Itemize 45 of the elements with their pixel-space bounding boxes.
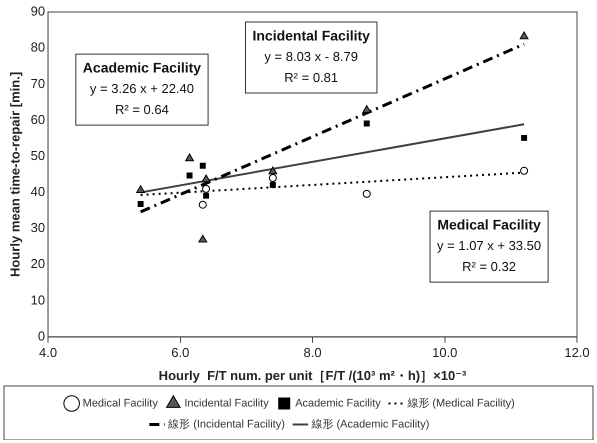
point [202,174,210,182]
y-tick-label: 60 [30,112,46,127]
y-axis-title: Hourly mean time-to-repair [min.] [7,72,22,277]
point [521,134,528,141]
x-tick-label: 10.0 [432,345,458,360]
point [270,182,276,188]
legend-label: Medical Facility [82,398,158,410]
legend-label: 線形 (Incidental Facility) [167,418,285,431]
point [186,172,193,178]
point [362,190,371,198]
point [136,185,146,194]
point [520,32,529,40]
y-tick-label: 90 [30,4,46,19]
legend-label: 線形 (Medical Facility) [406,398,515,410]
point [268,166,278,174]
point [198,200,207,209]
y-tick-label: 30 [30,220,46,236]
y-tick-label: 10 [30,292,46,308]
point [202,184,210,193]
y-tick-label: 40 [30,184,46,200]
annotation: Medical Facility y = 1.07 x + 33.50 R² = 0.32 [437,216,542,274]
x-tick-label: 4.0 [39,345,58,360]
x-tick-label: 6.0 [171,345,190,360]
x-tick-label: 8.0 [303,345,322,360]
point [198,234,208,242]
point [364,120,370,126]
point [203,192,210,199]
legend-label: 線形 (Academic Facility) [310,418,430,431]
legend-label: Academic Facility [295,398,382,410]
point [138,201,144,207]
y-tick-label: 0 [38,328,46,344]
point [520,166,528,175]
x-tick-label: 12.0 [564,345,590,360]
x-axis-title: Hourly F/T num. per unit［F/T /(10³ m²・h)］×10⁻³ [158,368,468,383]
y-tick-label: 70 [30,76,46,91]
annotation: Incidental Facility y = 8.03 x - 8.79 R² = 0.81 [252,27,370,86]
y-tick-label: 80 [30,40,46,55]
legend-label: Incidental Facility [184,398,270,410]
annotation: Academic Facility y = 3.26 x + 22.40 R² = 0.64 [82,59,202,118]
y-tick-label: 20 [30,256,46,272]
point [268,174,277,182]
point [362,105,372,113]
point [185,154,194,162]
y-tick-label: 50 [30,148,46,163]
point [200,162,206,169]
